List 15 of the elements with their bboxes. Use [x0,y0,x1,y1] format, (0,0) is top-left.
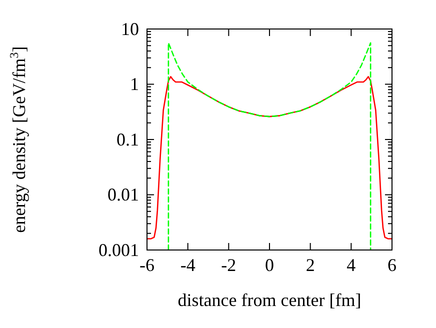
x-tick-label: 6 [388,254,396,275]
x-tick-label: -6 [140,254,154,275]
x-tick-label: 2 [306,254,315,275]
y-tick-label: 10 [121,18,139,39]
line-series [168,42,372,251]
y-tick-label: 0.01 [108,184,139,205]
x-tick-label: -2 [221,254,236,275]
x-tick-label: 4 [346,254,356,275]
y-tick-label: 0.1 [116,129,139,150]
x-axis-title: distance from center [fm] [178,290,362,310]
y-tick-label: 0.001 [98,240,139,260]
x-tick-label: -4 [180,254,196,275]
x-tick-label: 0 [265,254,274,275]
line-series [146,76,393,240]
y-tick-label: 1 [130,74,139,94]
